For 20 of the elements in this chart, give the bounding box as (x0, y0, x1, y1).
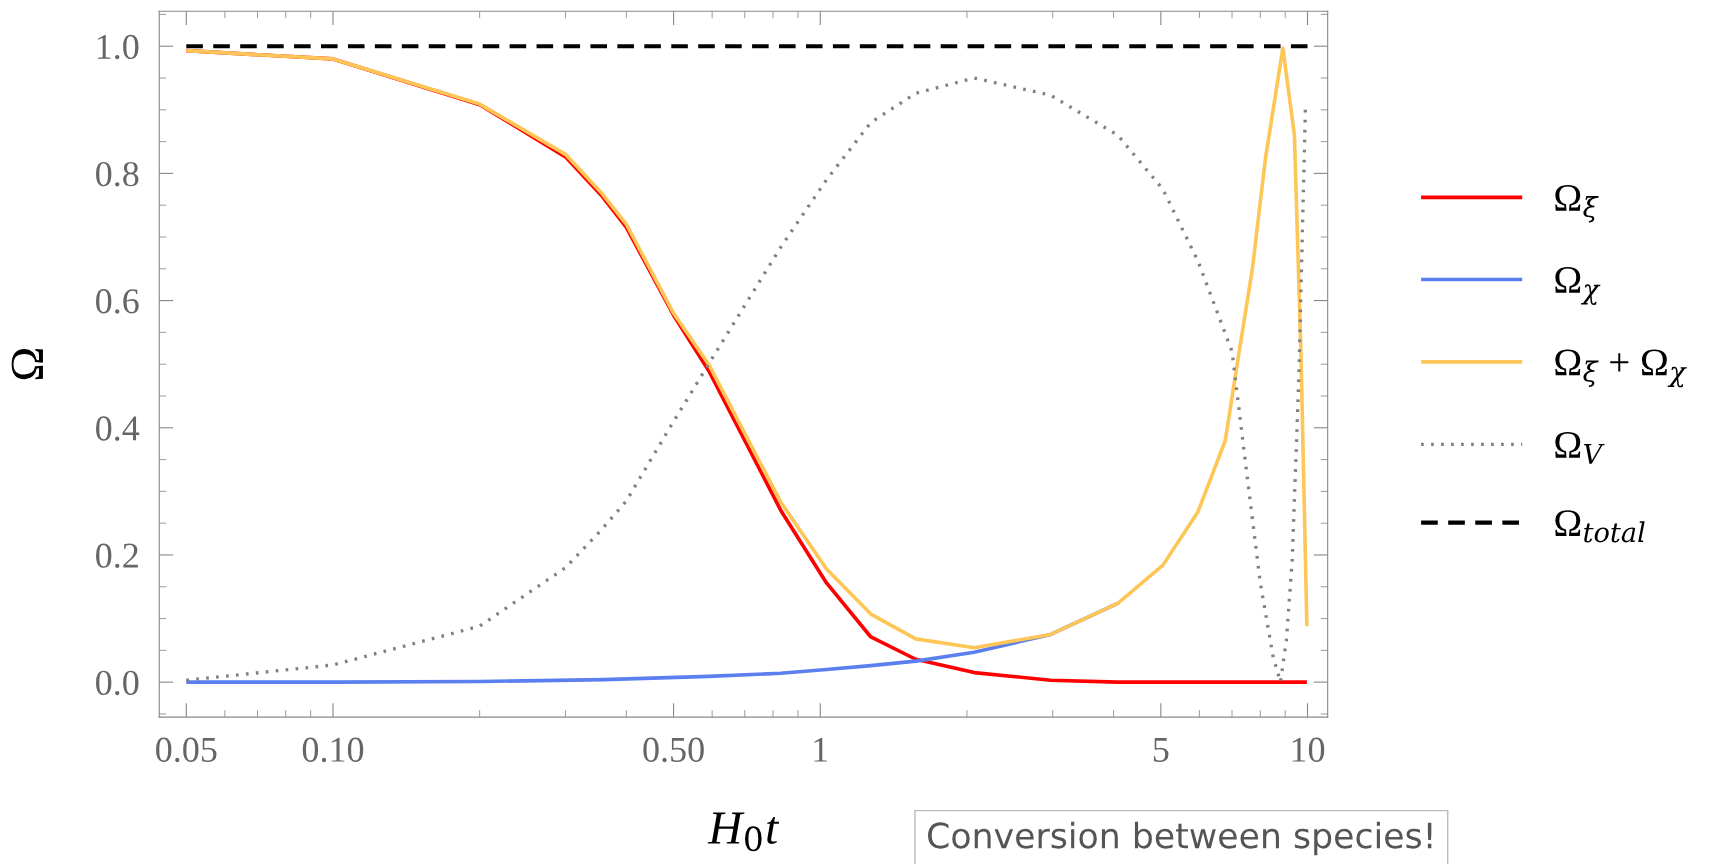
x-axis-title: H$_{0}$t (707, 812, 780, 852)
y-tick-label: 0.0 (96, 670, 139, 696)
legend-label: Ω$_{ξ}$ + Ω$_{χ}$ (1555, 349, 1688, 388)
x-tick-label: 1 (814, 737, 828, 762)
y-tick-label: 1.0 (97, 34, 139, 60)
legend-label: Ω$_{ξ}$ (1555, 184, 1599, 223)
x-tick-label: 5 (1153, 737, 1169, 762)
x-tick-label: 0.05 (156, 737, 217, 763)
x-tick-label: 10 (1292, 737, 1325, 762)
x-tick-label: 0.10 (302, 737, 364, 763)
y-axis-title: Ω (11, 349, 43, 380)
y-tick-label: 0.2 (96, 543, 138, 568)
x-tick-label: 0.50 (643, 737, 704, 763)
legend-label: Ω$_{V}$ (1555, 431, 1605, 464)
text: Conversion between species! (928, 821, 1432, 856)
y-tick-label: 0.8 (96, 161, 139, 187)
y-tick-label: 0.6 (96, 289, 139, 314)
legend-label: Ω$_{χ}$ (1555, 267, 1601, 305)
y-tick-label: 0.4 (96, 416, 140, 441)
legend-label: Ω$_{total}$ (1555, 510, 1645, 543)
